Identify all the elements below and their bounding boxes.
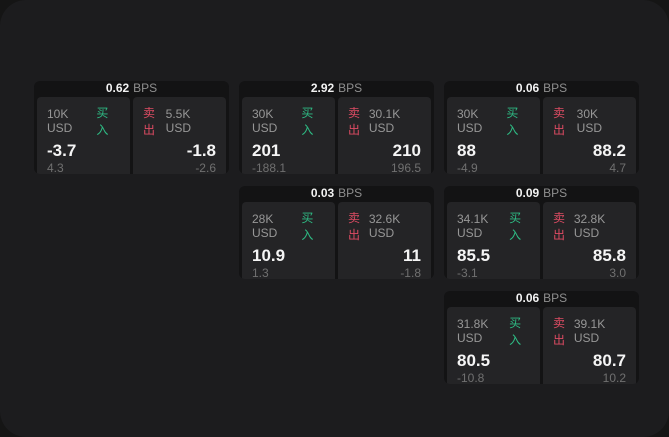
sell-value: 85.8: [592, 246, 626, 265]
bps-value: 0.06: [515, 291, 540, 305]
buy-value: 201: [252, 141, 281, 160]
buy-value: -3.7: [47, 141, 77, 160]
quote-card: 0.06 BPS 31.8K USD 买入 80.5 -10.8 卖出 39.1…: [444, 291, 639, 384]
bps-unit: BPS: [338, 81, 363, 95]
buy-value: 10.9: [252, 246, 286, 265]
quote-card: 0.03 BPS 28K USD 买入 10.9 1.3 卖出 32.6K US…: [239, 186, 434, 279]
buy-sub-value: -10.8: [457, 371, 485, 384]
buy-sub-value: 1.3: [252, 266, 269, 279]
bps-unit: BPS: [543, 291, 568, 305]
buy-amount: 31.8K USD: [457, 317, 489, 345]
buy-sub-value: -4.9: [457, 161, 478, 174]
bps-unit: BPS: [338, 186, 363, 200]
sell-sub-value: 196.5: [390, 161, 421, 174]
buy-value: 85.5: [457, 246, 491, 265]
buy-sub-value: 4.3: [47, 161, 64, 174]
card-header: 0.62 BPS: [34, 81, 229, 95]
card-header: 0.06 BPS: [444, 81, 639, 95]
quote-card: 0.09 BPS 34.1K USD 买入 85.5 -3.1 卖出 32.8K…: [444, 186, 639, 279]
sell-value: 11: [403, 246, 421, 265]
sell-panel[interactable]: 卖出 32.8K USD 85.8 3.0: [543, 202, 636, 279]
sell-amount: 30.1K USD: [368, 107, 401, 135]
buy-label: 买入: [509, 316, 522, 347]
sell-panel[interactable]: 卖出 30K USD 88.2 4.7: [543, 97, 636, 174]
quote-card: 2.92 BPS 30K USD 买入 201 -188.1 卖出 30.1K …: [239, 81, 434, 174]
buy-panel[interactable]: 34.1K USD 买入 85.5 -3.1: [447, 202, 540, 279]
sell-panel[interactable]: 卖出 30.1K USD 210 196.5: [338, 97, 431, 174]
buy-label: 买入: [506, 106, 519, 137]
bps-value: 0.09: [515, 186, 540, 200]
sell-amount: 32.6K USD: [368, 212, 401, 240]
bps-unit: BPS: [133, 81, 158, 95]
buy-label: 买入: [96, 106, 109, 137]
bps-value: 0.06: [515, 81, 540, 95]
card-header: 0.03 BPS: [239, 186, 434, 200]
sell-value: 80.7: [592, 351, 626, 370]
sell-label: 卖出: [553, 211, 566, 242]
card-body: 31.8K USD 买入 80.5 -10.8 卖出 39.1K USD 80.…: [444, 305, 639, 384]
buy-label: 买入: [301, 106, 314, 137]
sell-label: 卖出: [348, 106, 361, 137]
bps-value: 0.03: [310, 186, 335, 200]
quote-cards-grid: 0.62 BPS 10K USD 买入 -3.7 4.3 卖出 5.5K USD: [34, 81, 639, 384]
sell-amount: 5.5K USD: [165, 107, 191, 135]
sell-sub-value: 3.0: [609, 266, 626, 279]
buy-value: 88: [457, 141, 476, 160]
sell-panel[interactable]: 卖出 32.6K USD 11 -1.8: [338, 202, 431, 279]
buy-amount: 10K USD: [47, 107, 73, 135]
buy-amount: 30K USD: [457, 107, 483, 135]
card-header: 0.06 BPS: [444, 291, 639, 305]
bps-value: 2.92: [310, 81, 335, 95]
buy-amount: 34.1K USD: [457, 212, 489, 240]
sell-sub-value: 4.7: [609, 161, 626, 174]
buy-label: 买入: [509, 211, 522, 242]
quote-card: 0.62 BPS 10K USD 买入 -3.7 4.3 卖出 5.5K USD: [34, 81, 229, 174]
bps-unit: BPS: [543, 186, 568, 200]
buy-value: 80.5: [457, 351, 491, 370]
sell-panel[interactable]: 卖出 5.5K USD -1.8 -2.6: [133, 97, 226, 174]
sell-label: 卖出: [143, 106, 156, 137]
card-body: 30K USD 买入 201 -188.1 卖出 30.1K USD 210 1…: [239, 95, 434, 174]
buy-panel[interactable]: 10K USD 买入 -3.7 4.3: [37, 97, 130, 174]
buy-panel[interactable]: 30K USD 买入 201 -188.1: [242, 97, 335, 174]
card-header: 0.09 BPS: [444, 186, 639, 200]
buy-label: 买入: [301, 211, 314, 242]
quote-card: 0.06 BPS 30K USD 买入 88 -4.9 卖出 30K USD: [444, 81, 639, 174]
buy-panel[interactable]: 30K USD 买入 88 -4.9: [447, 97, 540, 174]
sell-amount: 39.1K USD: [573, 317, 606, 345]
buy-sub-value: -188.1: [252, 161, 287, 174]
buy-sub-value: -3.1: [457, 266, 478, 279]
bps-value: 0.62: [105, 81, 130, 95]
card-body: 28K USD 买入 10.9 1.3 卖出 32.6K USD 11 -1.8: [239, 200, 434, 279]
sell-sub-value: -1.8: [400, 266, 421, 279]
sell-label: 卖出: [553, 316, 566, 347]
buy-amount: 28K USD: [252, 212, 278, 240]
card-body: 30K USD 买入 88 -4.9 卖出 30K USD 88.2 4.7: [444, 95, 639, 174]
card-header: 2.92 BPS: [239, 81, 434, 95]
bps-unit: BPS: [543, 81, 568, 95]
sell-value: 210: [392, 141, 421, 160]
card-body: 34.1K USD 买入 85.5 -3.1 卖出 32.8K USD 85.8…: [444, 200, 639, 279]
sell-value: -1.8: [186, 141, 216, 160]
buy-panel[interactable]: 31.8K USD 买入 80.5 -10.8: [447, 307, 540, 384]
sell-sub-value: -2.6: [195, 161, 216, 174]
sell-sub-value: 10.2: [602, 371, 626, 384]
sell-amount: 30K USD: [576, 107, 603, 135]
sell-panel[interactable]: 卖出 39.1K USD 80.7 10.2: [543, 307, 636, 384]
sell-label: 卖出: [553, 106, 566, 137]
sell-amount: 32.8K USD: [573, 212, 606, 240]
card-body: 10K USD 买入 -3.7 4.3 卖出 5.5K USD -1.8 -2.…: [34, 95, 229, 174]
buy-amount: 30K USD: [252, 107, 278, 135]
sell-label: 卖出: [348, 211, 361, 242]
sell-value: 88.2: [592, 141, 626, 160]
buy-panel[interactable]: 28K USD 买入 10.9 1.3: [242, 202, 335, 279]
